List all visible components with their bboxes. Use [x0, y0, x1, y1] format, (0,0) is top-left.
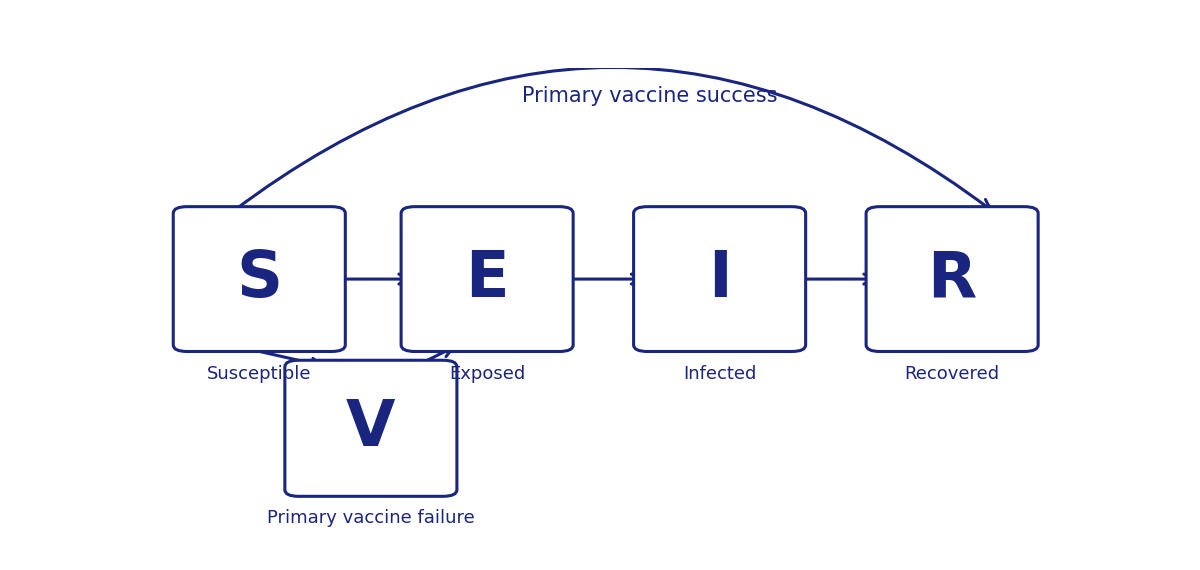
Text: Primary vaccine success: Primary vaccine success [522, 86, 778, 106]
Text: V: V [346, 397, 396, 459]
Text: I: I [708, 248, 732, 310]
Text: S: S [236, 248, 282, 310]
Text: Exposed: Exposed [449, 365, 526, 382]
FancyBboxPatch shape [284, 360, 457, 496]
FancyArrowPatch shape [233, 67, 990, 211]
FancyBboxPatch shape [866, 207, 1038, 352]
FancyBboxPatch shape [401, 207, 574, 352]
Text: Recovered: Recovered [905, 365, 1000, 382]
Text: E: E [466, 248, 509, 310]
Text: Susceptible: Susceptible [208, 365, 312, 382]
FancyBboxPatch shape [173, 207, 346, 352]
Text: R: R [928, 248, 977, 310]
Text: Primary vaccine failure: Primary vaccine failure [266, 510, 475, 527]
Text: Infected: Infected [683, 365, 756, 382]
FancyBboxPatch shape [634, 207, 805, 352]
